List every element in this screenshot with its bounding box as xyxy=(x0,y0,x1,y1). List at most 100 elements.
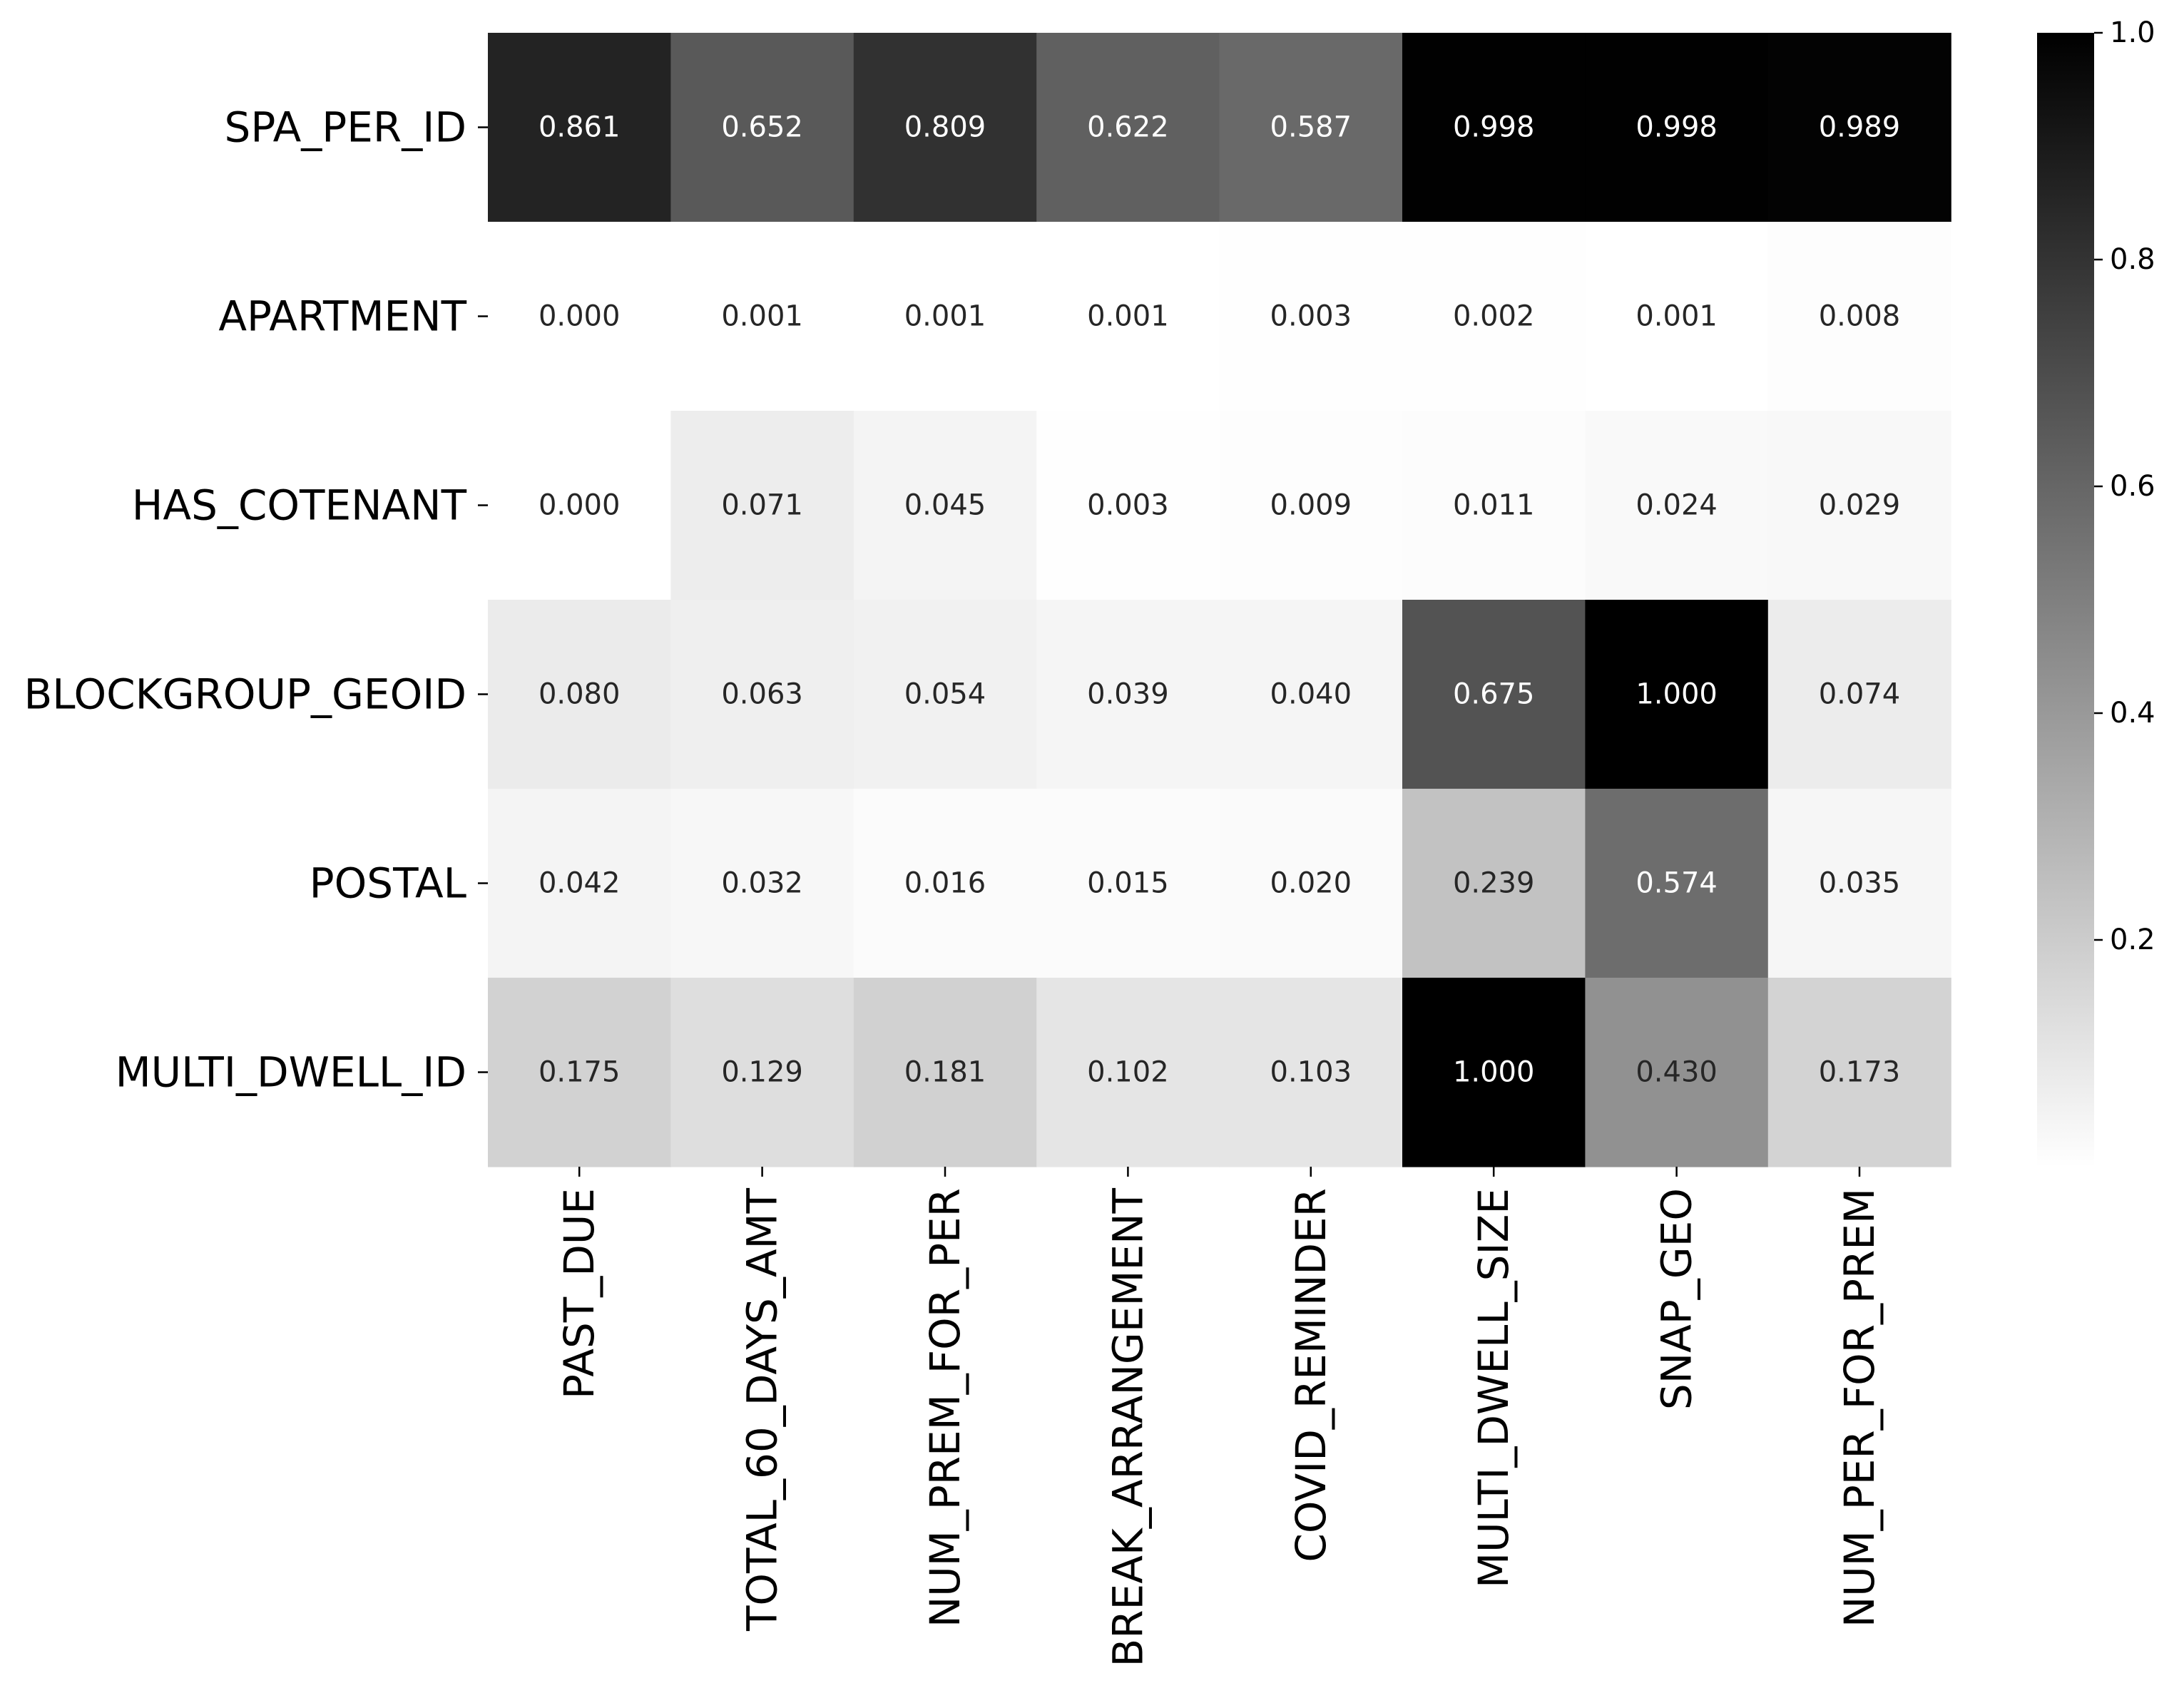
cell-value-label: 0.129 xyxy=(721,1056,803,1089)
colorbar-tick-label: 1.0 xyxy=(2110,16,2155,49)
cell-value-label: 0.861 xyxy=(539,111,621,144)
heatmap-cell xyxy=(488,978,671,1167)
heatmap-cell xyxy=(853,411,1037,600)
heatmap-cell xyxy=(853,33,1037,222)
column-label: MULTI_DWELL_SIZE xyxy=(1469,1188,1518,1588)
cell-value-label: 0.102 xyxy=(1087,1056,1169,1089)
heatmap-cell xyxy=(488,411,671,600)
cell-value-label: 0.173 xyxy=(1819,1056,1901,1089)
heatmap-cell xyxy=(1219,600,1403,789)
row-labels: SPA_PER_ID APARTMENT HAS_COTENANT BLOCKGROU… xyxy=(24,103,488,1097)
heatmap-cell xyxy=(1036,978,1220,1167)
column-labels: PAST_DUE TOTAL_60_DAYS_AMT NUM_PREM_FOR_PE… xyxy=(555,1167,1884,1667)
heatmap-cell xyxy=(670,411,854,600)
cell-value-label: 0.001 xyxy=(1087,300,1169,333)
cell-value-label: 1.000 xyxy=(1453,1056,1535,1089)
column-label: NUM_PER_FOR_PREM xyxy=(1835,1188,1884,1627)
cell-value-label: 0.008 xyxy=(1819,300,1901,333)
heatmap-cell xyxy=(1767,411,1951,600)
heatmap-cell xyxy=(1219,33,1403,222)
row-label: POSTAL xyxy=(310,859,466,908)
colorbar-tick-label: 0.4 xyxy=(2110,697,2155,730)
heatmap-cell xyxy=(670,978,854,1167)
cell-value-label: 0.029 xyxy=(1819,489,1901,522)
row-label: BLOCKGROUP_GEOID xyxy=(24,670,466,719)
cell-value-label: 0.054 xyxy=(904,678,986,711)
cell-value-label: 0.020 xyxy=(1270,867,1352,900)
heatmap-cell xyxy=(1767,600,1951,789)
cell-value-label: 1.000 xyxy=(1636,678,1718,711)
heatmap-cell xyxy=(1585,978,1769,1167)
cell-value-label: 0.809 xyxy=(904,111,986,144)
row-label: HAS_COTENANT xyxy=(132,481,467,530)
cell-value-label: 0.000 xyxy=(539,489,621,522)
row-label: APARTMENT xyxy=(218,292,466,341)
cell-value-label: 0.024 xyxy=(1636,489,1718,522)
colorbar-tick-label: 0.8 xyxy=(2110,243,2155,276)
heatmap-cell xyxy=(1585,33,1769,222)
cell-value-label: 0.574 xyxy=(1636,867,1718,900)
cell-value-label: 0.009 xyxy=(1270,489,1352,522)
heatmap-cell xyxy=(1585,789,1769,978)
cell-value-label: 0.045 xyxy=(904,489,986,522)
cell-value-label: 0.001 xyxy=(1636,300,1718,333)
column-label: COVID_REMINDER xyxy=(1287,1188,1335,1562)
heatmap-cell xyxy=(1036,222,1220,411)
heatmap-cell xyxy=(1036,789,1220,978)
heatmap-cell xyxy=(488,222,671,411)
heatmap-cell xyxy=(1402,789,1586,978)
cell-value-label: 0.002 xyxy=(1453,300,1535,333)
cell-value-label: 0.003 xyxy=(1270,300,1352,333)
column-label: NUM_PREM_FOR_PER xyxy=(921,1188,969,1627)
cell-value-label: 0.430 xyxy=(1636,1056,1718,1089)
colorbar-tick-label: 0.6 xyxy=(2110,470,2155,503)
cell-value-label: 0.998 xyxy=(1453,111,1535,144)
cell-value-label: 0.032 xyxy=(721,867,803,900)
column-label: TOTAL_60_DAYS_AMT xyxy=(738,1187,787,1632)
cell-value-label: 0.001 xyxy=(721,300,803,333)
cell-value-label: 0.003 xyxy=(1087,489,1169,522)
cell-value-label: 0.040 xyxy=(1270,678,1352,711)
cell-value-label: 0.035 xyxy=(1819,867,1901,900)
cell-value-label: 0.011 xyxy=(1453,489,1535,522)
cell-value-label: 0.181 xyxy=(904,1056,986,1089)
heatmap-cell xyxy=(1219,789,1403,978)
heatmap-cell xyxy=(1402,222,1586,411)
heatmap-cell xyxy=(1219,222,1403,411)
heatmap-cell xyxy=(670,222,854,411)
colorbar-tick-label: 0.2 xyxy=(2110,924,2155,956)
heatmap-cell xyxy=(670,600,854,789)
colorbar-gradient xyxy=(2037,33,2094,1167)
heatmap-cell xyxy=(1402,978,1586,1167)
cell-value-label: 0.989 xyxy=(1819,111,1901,144)
cell-value-label: 0.652 xyxy=(721,111,803,144)
cell-value-label: 0.074 xyxy=(1819,678,1901,711)
heatmap-cell xyxy=(1036,33,1220,222)
heatmap-cell xyxy=(1767,33,1951,222)
cell-value-label: 0.587 xyxy=(1270,111,1352,144)
heatmap-cell xyxy=(1402,33,1586,222)
heatmap-cell xyxy=(1219,411,1403,600)
cell-value-label: 0.103 xyxy=(1270,1056,1352,1089)
heatmap-cell xyxy=(1036,600,1220,789)
heatmap-cell xyxy=(1585,600,1769,789)
heatmap-cell xyxy=(1036,411,1220,600)
column-label: PAST_DUE xyxy=(555,1188,603,1399)
heatmap-cell xyxy=(1767,789,1951,978)
heatmap-cell xyxy=(853,978,1037,1167)
heatmap-cell xyxy=(1402,600,1586,789)
heatmap-cell xyxy=(853,600,1037,789)
cell-value-label: 0.016 xyxy=(904,867,986,900)
heatmap-cell xyxy=(488,789,671,978)
heatmap-cell xyxy=(1585,222,1769,411)
column-label: BREAK_ARRANGEMENT xyxy=(1103,1187,1152,1667)
heatmap-cell xyxy=(670,789,854,978)
cell-value-label: 0.015 xyxy=(1087,867,1169,900)
heatmap-cell xyxy=(853,789,1037,978)
row-label: MULTI_DWELL_ID xyxy=(116,1048,466,1097)
heatmap-cell xyxy=(853,222,1037,411)
cell-value-label: 0.071 xyxy=(721,489,803,522)
row-label: SPA_PER_ID xyxy=(225,103,466,152)
heatmap-cell xyxy=(1402,411,1586,600)
